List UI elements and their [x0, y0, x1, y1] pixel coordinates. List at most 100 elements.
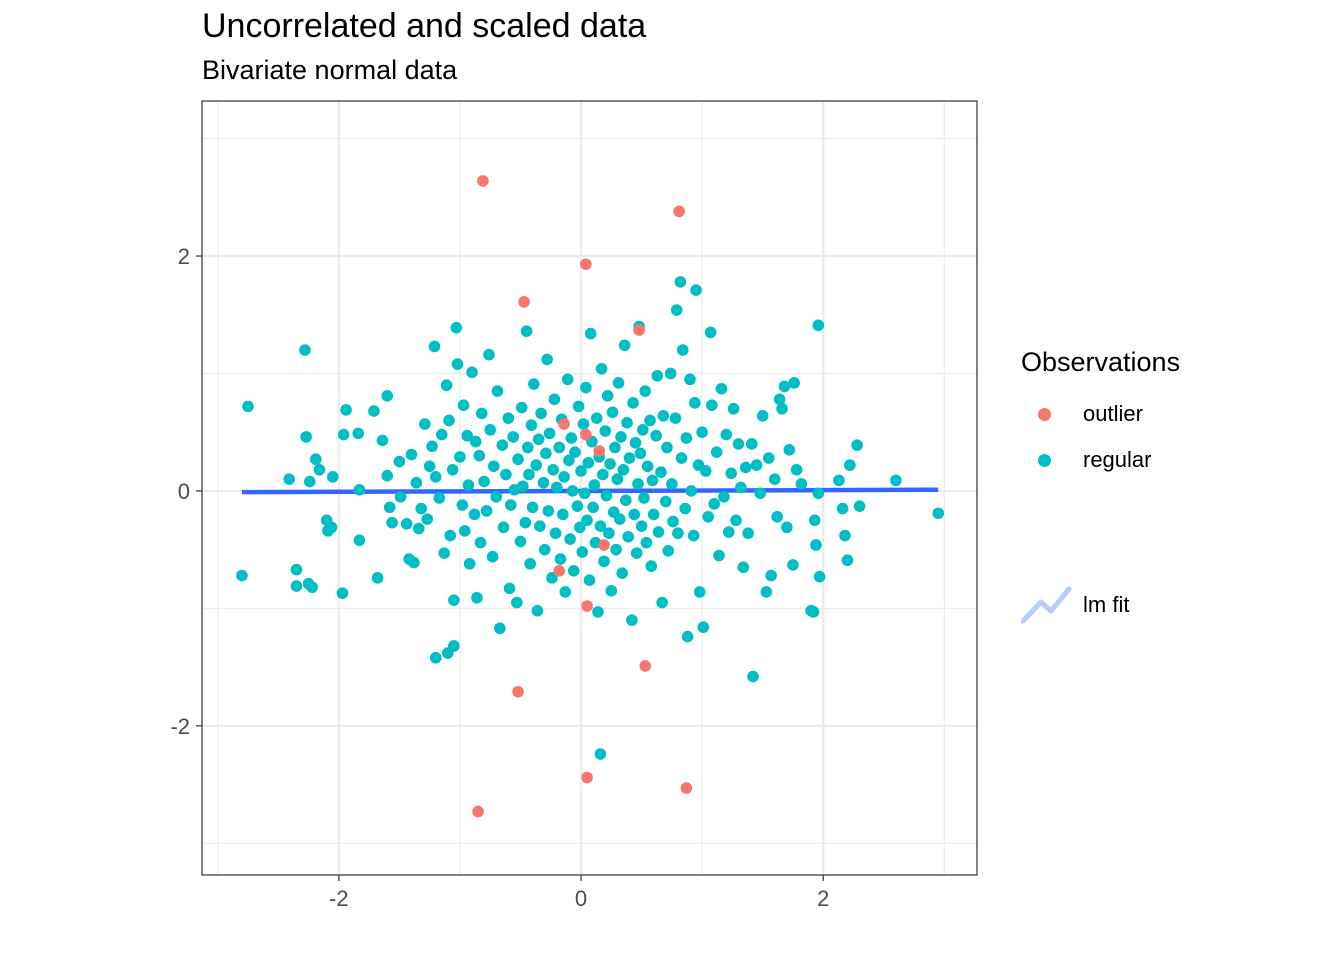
- point-outlier: [598, 539, 610, 551]
- point-regular: [548, 393, 561, 406]
- point-regular: [313, 463, 326, 476]
- point-regular: [515, 401, 528, 414]
- point-regular: [587, 501, 599, 514]
- point-regular: [523, 468, 535, 481]
- point-regular: [713, 549, 725, 562]
- point-regular: [551, 481, 563, 494]
- chart-subtitle: Bivariate normal data: [202, 55, 458, 85]
- point-regular: [615, 431, 627, 443]
- point-regular: [760, 586, 773, 598]
- point-regular: [634, 447, 647, 460]
- point-regular: [336, 587, 349, 599]
- point-regular: [572, 400, 585, 413]
- point-regular: [532, 433, 545, 446]
- point-outlier: [581, 771, 593, 784]
- point-regular: [621, 417, 633, 429]
- point-regular: [514, 535, 527, 548]
- point-regular: [450, 321, 463, 334]
- point-regular: [750, 459, 763, 471]
- x-tick-label: -2: [329, 886, 349, 911]
- point-regular: [754, 487, 767, 500]
- point-regular: [428, 340, 441, 353]
- point-regular: [444, 529, 457, 542]
- point-regular: [448, 640, 460, 652]
- point-regular: [517, 480, 529, 493]
- x-tick-label: 2: [817, 886, 829, 911]
- point-regular: [639, 385, 652, 397]
- point-regular: [497, 521, 510, 534]
- point-regular: [236, 569, 248, 582]
- point-regular: [627, 397, 639, 409]
- point-regular: [810, 539, 822, 551]
- point-regular: [604, 458, 616, 470]
- point-regular: [519, 516, 532, 529]
- point-regular: [588, 479, 601, 491]
- point-regular: [462, 479, 475, 491]
- point-regular: [475, 407, 488, 420]
- point-regular: [839, 529, 851, 542]
- point-regular: [735, 481, 747, 494]
- point-regular: [599, 425, 612, 437]
- point-regular: [438, 547, 450, 559]
- point-outlier: [580, 258, 592, 271]
- point-regular: [657, 409, 670, 422]
- point-regular: [371, 572, 384, 584]
- point-regular: [486, 550, 499, 563]
- point-regular: [666, 478, 678, 490]
- point-regular: [326, 471, 339, 483]
- point-regular: [783, 444, 796, 456]
- point-regular: [242, 400, 254, 413]
- point-regular: [851, 439, 863, 451]
- point-regular: [600, 489, 613, 502]
- point-outlier: [472, 805, 484, 818]
- point-regular: [584, 327, 597, 340]
- point-regular: [440, 379, 453, 392]
- point-regular: [542, 505, 555, 517]
- point-regular: [426, 440, 438, 453]
- point-outlier: [553, 565, 566, 577]
- point-regular: [606, 406, 619, 419]
- point-regular: [594, 748, 607, 760]
- point-regular: [290, 580, 303, 592]
- point-regular: [598, 555, 610, 568]
- point-regular: [613, 513, 626, 525]
- point-regular: [594, 520, 607, 532]
- point-outlier: [680, 782, 693, 794]
- point-regular: [466, 366, 478, 379]
- point-regular: [581, 514, 593, 527]
- point-regular: [571, 500, 584, 513]
- point-regular: [512, 453, 524, 466]
- point-regular: [393, 455, 406, 468]
- point-regular: [664, 367, 677, 380]
- point-regular: [853, 500, 866, 513]
- point-regular: [605, 584, 618, 597]
- point-regular: [558, 471, 570, 483]
- point-regular: [693, 586, 706, 598]
- legend: Observations outlier regular lm fit: [1021, 342, 1321, 642]
- legend-item-lm-fit: lm fit: [1021, 584, 1281, 624]
- point-regular: [543, 427, 556, 440]
- point-regular: [603, 527, 615, 540]
- point-regular: [500, 468, 512, 481]
- point-regular: [747, 670, 759, 683]
- point-regular: [679, 502, 691, 515]
- y-tick-label: 2: [178, 244, 190, 269]
- legend-dot-outlier: [1038, 408, 1051, 421]
- point-regular: [565, 432, 578, 444]
- point-regular: [690, 284, 702, 296]
- point-regular: [400, 518, 413, 530]
- point-regular: [681, 630, 694, 643]
- point-regular: [507, 431, 520, 443]
- point-regular: [771, 510, 783, 523]
- point-regular: [790, 463, 803, 476]
- legend-key-regular: [1021, 445, 1067, 475]
- point-regular: [616, 567, 628, 579]
- point-regular: [534, 520, 546, 532]
- point-regular: [638, 492, 650, 504]
- point-regular: [454, 451, 466, 463]
- point-regular: [352, 427, 365, 440]
- point-regular: [520, 325, 533, 338]
- point-regular: [578, 487, 591, 500]
- point-regular: [601, 390, 614, 402]
